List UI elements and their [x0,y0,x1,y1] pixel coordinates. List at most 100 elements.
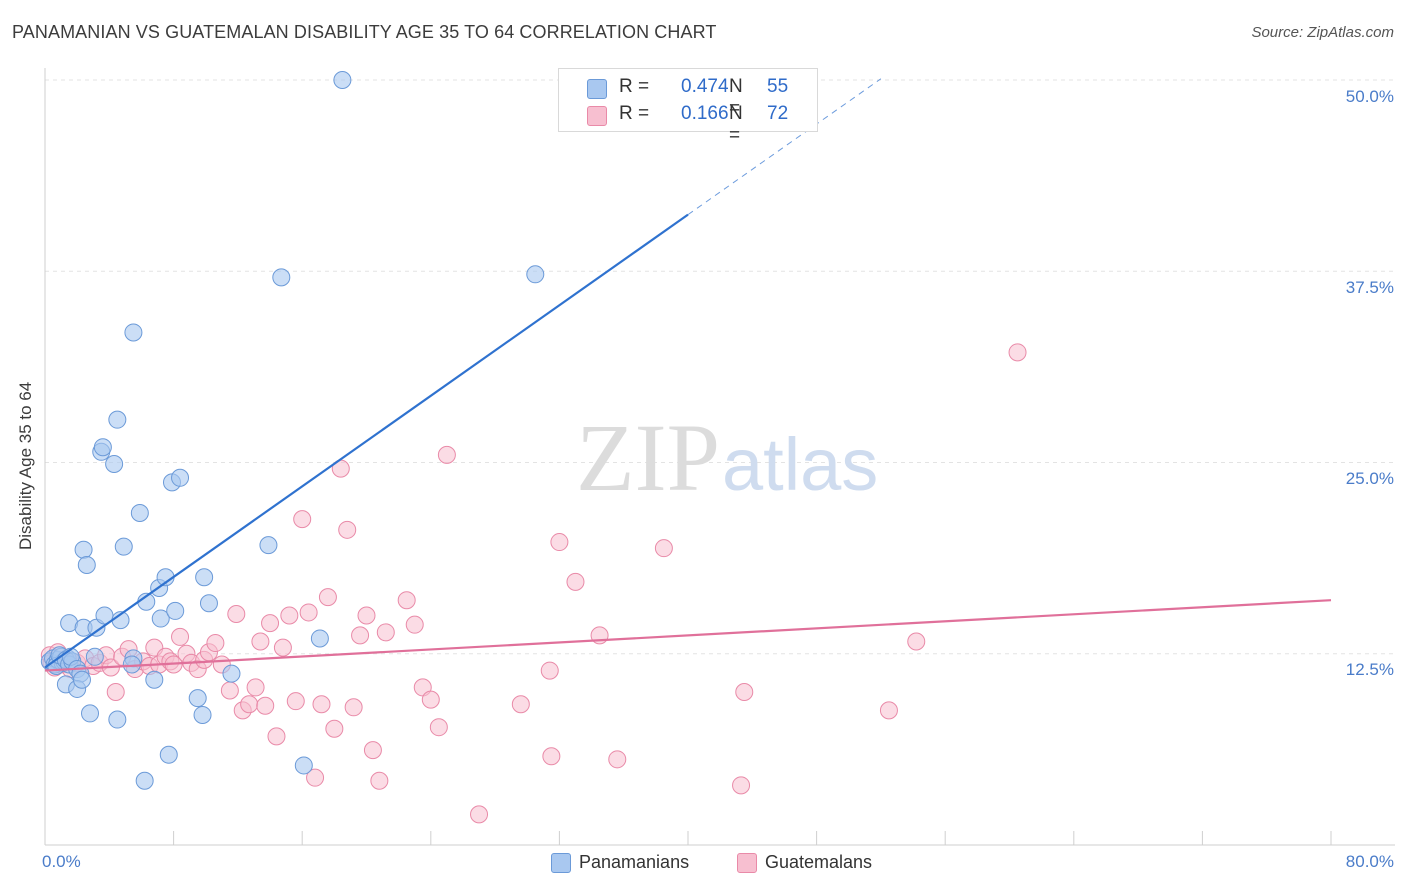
panamanians-point [159,745,178,764]
watermark-atlas: atlas [722,423,878,506]
panamanians-point [199,594,218,613]
guatemalans-point [256,696,275,715]
guatemalans-point [421,690,440,709]
panamanians-point [145,670,164,689]
legend-n-value: 72 [767,103,789,124]
panamanians-point [85,647,104,666]
guatemalans-point [429,718,448,737]
guatemalans-point [338,520,357,539]
guatemalans-point [654,539,673,558]
guatemalans-point [732,776,751,795]
guatemalans-point [608,750,627,769]
y-axis-label-text: Disability Age 35 to 64 [16,381,35,550]
guatemalans-point [566,572,585,591]
guatemalans-trend-line [44,599,1332,672]
grid-lines [45,79,1395,655]
guatemalans-point [376,623,395,642]
guatemalans-point [106,683,125,701]
guatemalans-point [397,591,416,610]
guatemalans-point [318,588,337,607]
y-tick-label: 12.5% [1345,660,1394,679]
guatemalans-point [312,695,331,714]
legend-swatch-pink [737,853,757,873]
guatemalans-point [344,698,363,717]
panamanians-point [105,455,124,474]
panamanians-point [72,670,91,689]
source-label: Source: ZipAtlas.com [1251,24,1394,41]
guatemalans-point [171,627,190,646]
panamanians-point [222,664,241,683]
guatemalans-points [40,343,1027,824]
panamanians-point [333,71,352,89]
guatemalans-point [267,727,286,746]
panamanians-point [108,710,127,729]
guatemalans-point [293,510,312,529]
guatemalans-point [325,719,344,738]
guatemalans-point [542,747,561,766]
guatemalans-point [299,603,318,622]
legend-label: Panamanians [579,852,690,872]
panamanians-trend-line [44,213,689,669]
guatemalans-point [1008,343,1027,362]
guatemalans-point [437,445,456,464]
guatemalans-point [470,805,489,824]
panamanians-point [188,689,207,708]
legend-n-value: 55 [767,76,789,97]
guatemalans-point [907,632,926,651]
panamanians-point [166,601,185,620]
guatemalans-point [370,771,389,790]
legend-r-value: 0.474 [681,76,729,97]
y-tick-label: 50.0% [1345,87,1394,106]
panamanians-point [259,536,278,555]
y-tick-label: 25.0% [1345,469,1394,488]
y-tick-label: 37.5% [1345,278,1394,297]
legend-n-label: N = [729,76,743,119]
guatemalans-point [273,638,292,657]
panamanians-point [310,629,329,648]
watermark-zip: ZIP [576,404,720,511]
legend-r-value: 0.166 [681,103,729,124]
guatemalans-point [240,695,259,714]
legend-r-label: R = [619,76,650,97]
panamanians-point [93,438,112,457]
panamanians-point [195,568,214,587]
guatemalans-point [540,661,559,680]
guatemalans-point [511,695,530,714]
panamanians-point [294,756,313,775]
axes [44,68,1395,846]
guatemalans-point [280,606,299,625]
panamanians-point [171,468,190,487]
legend-swatch-pink [587,106,607,126]
legend-swatch-blue [551,853,571,873]
panamanians-point [272,268,291,287]
legend-n-label: N = [729,103,743,146]
guatemalans-point [227,604,246,623]
legend-r-label: R = [619,103,650,124]
guatemalans-point [220,681,239,700]
guatemalans-point [363,741,382,760]
panamanians-point [130,503,149,522]
panamanians-point [114,537,133,556]
guatemalans-point [735,683,754,701]
chart-title: PANAMANIAN VS GUATEMALAN DISABILITY AGE … [12,22,717,42]
x-tick-label-min: 0.0% [42,852,81,871]
panamanians-points [40,71,545,790]
legend-swatch-blue [587,79,607,99]
panamanians-point [193,705,212,724]
legend-label: Guatemalans [765,852,873,872]
guatemalans-point [879,701,898,720]
panamanians-point [135,771,154,790]
guatemalans-point [206,634,225,653]
guatemalans-point [286,692,305,711]
guatemalans-point [261,614,280,633]
guatemalans-point [246,678,265,697]
panamanians-point [77,556,96,575]
guatemalans-point [405,615,424,634]
guatemalans-point [306,768,325,787]
stats-legend: R = 0.474 N = 55 R = 0.166 N = 72 [558,68,818,146]
panamanians-point [81,704,100,723]
guatemalans-point [550,533,569,552]
panamanians-point [526,265,545,284]
guatemalans-point [351,626,370,645]
